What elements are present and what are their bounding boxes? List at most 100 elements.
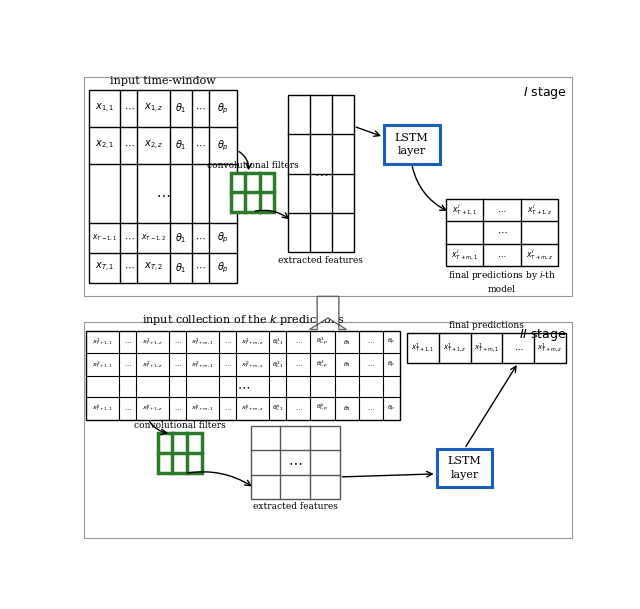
- Text: $\cdots$: $\cdots$: [174, 362, 181, 367]
- Text: $\cdots$: $\cdots$: [367, 362, 374, 367]
- Text: $\cdots$: $\cdots$: [124, 406, 131, 411]
- Text: $x^i_{T+m,z}$: $x^i_{T+m,z}$: [525, 248, 553, 262]
- Text: $\theta_1$: $\theta_1$: [175, 231, 186, 245]
- Text: $\theta^1_{t,p}$: $\theta^1_{t,p}$: [316, 336, 329, 348]
- Text: convolutional filters: convolutional filters: [207, 161, 298, 170]
- Bar: [84, 322, 572, 538]
- Text: $\cdots$: $\cdots$: [124, 104, 134, 113]
- Text: $\cdots$: $\cdots$: [497, 228, 508, 237]
- Text: $x^1_{T+1,z}$: $x^1_{T+1,z}$: [443, 342, 467, 354]
- Text: $\cdots$: $\cdots$: [195, 141, 205, 150]
- Bar: [250, 426, 340, 499]
- Text: $x^k_{T+m,z}$: $x^k_{T+m,z}$: [241, 403, 264, 414]
- Text: final predictions: final predictions: [449, 322, 524, 330]
- Text: $II\ \mathrm{stage}$: $II\ \mathrm{stage}$: [519, 327, 566, 343]
- Text: $\theta^2_{t,p}$: $\theta^2_{t,p}$: [316, 359, 329, 370]
- Text: $\cdots$: $\cdots$: [124, 263, 134, 272]
- Text: extracted features: extracted features: [253, 502, 337, 511]
- Text: $\cdots$: $\cdots$: [294, 340, 302, 345]
- Bar: [384, 125, 440, 164]
- Text: $x_{1,z}$: $x_{1,z}$: [144, 102, 163, 115]
- Text: convolutional filters: convolutional filters: [134, 421, 226, 431]
- Text: $x^1_{T+m,z}$: $x^1_{T+m,z}$: [538, 342, 563, 354]
- Bar: [407, 333, 566, 362]
- Text: $\cdots$: $\cdots$: [314, 167, 328, 180]
- Text: $\cdots$: $\cdots$: [367, 340, 374, 345]
- Text: $x^i_{T+1,z}$: $x^i_{T+1,z}$: [527, 203, 552, 217]
- Text: $\cdots$: $\cdots$: [294, 362, 302, 367]
- Text: $\cdots$: $\cdots$: [195, 234, 205, 242]
- Text: $\cdots$: $\cdots$: [497, 206, 507, 214]
- Bar: [84, 77, 572, 297]
- Text: $x^i_{T+1,1}$: $x^i_{T+1,1}$: [452, 203, 477, 217]
- Polygon shape: [310, 297, 346, 329]
- Text: $x^1_{T+m,z}$: $x^1_{T+m,z}$: [241, 337, 264, 347]
- Text: final predictions by $i$-th
model: final predictions by $i$-th model: [448, 269, 556, 294]
- Bar: [157, 434, 202, 473]
- Text: $x^1_{T+1,1}$: $x^1_{T+1,1}$: [411, 342, 435, 354]
- Text: $x_{T-1,2}$: $x_{T-1,2}$: [141, 233, 166, 243]
- Text: $\theta_1$: $\theta_1$: [175, 139, 186, 152]
- Text: $\theta_1$: $\theta_1$: [342, 338, 351, 347]
- Text: input time-window: input time-window: [110, 76, 216, 86]
- Text: $\cdots$: $\cdots$: [174, 340, 181, 345]
- Text: $\cdots$: $\cdots$: [367, 406, 374, 411]
- Text: $\theta^k_{t,p}$: $\theta^k_{t,p}$: [316, 403, 329, 415]
- Text: $\theta_1$: $\theta_1$: [342, 360, 351, 369]
- Text: $\cdots$: $\cdots$: [195, 263, 205, 272]
- Text: input collection of the $k$ predictions: input collection of the $k$ predictions: [142, 313, 344, 327]
- Text: $\cdots$: $\cdots$: [156, 187, 170, 201]
- Bar: [86, 331, 400, 420]
- Text: $\theta_p$: $\theta_p$: [216, 231, 228, 245]
- Bar: [231, 173, 274, 212]
- Text: $\cdots$: $\cdots$: [224, 406, 232, 411]
- Text: $\theta^1_{t,1}$: $\theta^1_{t,1}$: [271, 337, 284, 347]
- Text: $x^2_{T+m,1}$: $x^2_{T+m,1}$: [191, 359, 214, 370]
- Text: $\cdots$: $\cdots$: [497, 251, 507, 259]
- Text: $\cdots$: $\cdots$: [224, 362, 232, 367]
- Text: $\cdots$: $\cdots$: [288, 456, 302, 470]
- Text: $\theta_p$: $\theta_p$: [216, 138, 228, 153]
- Text: LSTM
layer: LSTM layer: [395, 133, 429, 157]
- Text: $x^2_{T+1,z}$: $x^2_{T+1,z}$: [142, 359, 163, 370]
- Text: $x^i_{T+m,1}$: $x^i_{T+m,1}$: [451, 248, 478, 262]
- Text: $x^1_{T+1,z}$: $x^1_{T+1,z}$: [142, 337, 163, 347]
- Bar: [288, 94, 353, 253]
- Text: $x_{2,1}$: $x_{2,1}$: [95, 139, 115, 152]
- Text: $\theta_p$: $\theta_p$: [216, 261, 228, 275]
- Text: $\cdots$: $\cdots$: [124, 340, 131, 345]
- Text: $x_{T,2}$: $x_{T,2}$: [144, 261, 163, 274]
- Text: $\cdots$: $\cdots$: [174, 406, 181, 411]
- Text: $\theta_1$: $\theta_1$: [342, 404, 351, 413]
- Text: $\theta_p$: $\theta_p$: [387, 359, 396, 370]
- Text: $x^2_{T+1,1}$: $x^2_{T+1,1}$: [92, 359, 113, 370]
- Text: $\theta_1$: $\theta_1$: [175, 102, 186, 116]
- Text: $\theta_p$: $\theta_p$: [387, 403, 396, 414]
- Text: extracted features: extracted features: [278, 256, 363, 264]
- Text: $\cdots$: $\cdots$: [124, 362, 131, 367]
- Text: $x^2_{T+m,z}$: $x^2_{T+m,z}$: [241, 359, 264, 370]
- Text: $x^1_{T+m,1}$: $x^1_{T+m,1}$: [191, 337, 214, 347]
- Text: $x^k_{T+1,1}$: $x^k_{T+1,1}$: [92, 403, 113, 414]
- Text: $\cdots$: $\cdots$: [195, 104, 205, 113]
- Text: $\cdots$: $\cdots$: [513, 344, 523, 352]
- Text: $x_{T-1,1}$: $x_{T-1,1}$: [92, 233, 118, 243]
- Text: $\theta_1$: $\theta_1$: [175, 261, 186, 275]
- Text: $\cdots$: $\cdots$: [224, 340, 232, 345]
- Text: $\cdots$: $\cdots$: [237, 380, 250, 393]
- Text: $\theta_p$: $\theta_p$: [387, 337, 396, 347]
- Text: $\theta^k_{t,1}$: $\theta^k_{t,1}$: [271, 403, 284, 414]
- Text: $\theta_p$: $\theta_p$: [216, 101, 228, 116]
- Bar: [436, 449, 492, 487]
- Text: $x^1_{T+1,1}$: $x^1_{T+1,1}$: [92, 337, 113, 347]
- Text: $\cdots$: $\cdots$: [124, 234, 134, 242]
- Text: $\theta^2_{t,1}$: $\theta^2_{t,1}$: [271, 359, 284, 370]
- Text: $x^k_{T+1,z}$: $x^k_{T+1,z}$: [142, 403, 163, 414]
- Text: $x_{1,1}$: $x_{1,1}$: [95, 102, 115, 115]
- Bar: [90, 90, 237, 283]
- Bar: [446, 199, 558, 266]
- Text: $\cdots$: $\cdots$: [124, 141, 134, 150]
- Text: $\cdots$: $\cdots$: [294, 406, 302, 411]
- Text: $x_{T,1}$: $x_{T,1}$: [95, 261, 115, 274]
- Text: $I\ \mathrm{stage}$: $I\ \mathrm{stage}$: [523, 85, 566, 100]
